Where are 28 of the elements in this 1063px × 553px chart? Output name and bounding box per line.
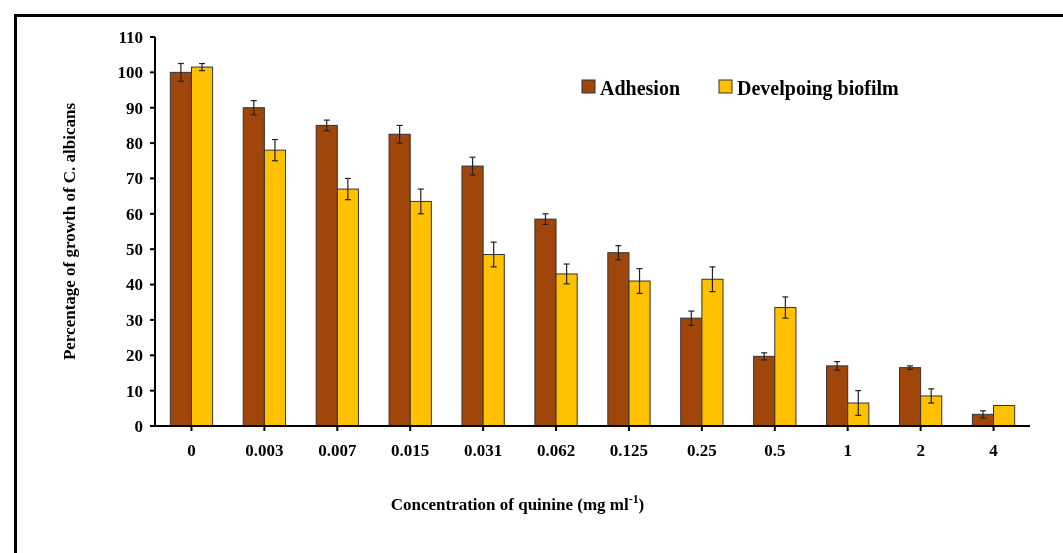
y-axis-title: Percentage of growth of C. albicans <box>60 102 79 361</box>
y-tick-label: 110 <box>118 27 143 47</box>
y-tick-label: 10 <box>126 381 143 401</box>
x-tick-label: 1 <box>843 441 852 460</box>
x-tick-label: 0.125 <box>609 441 649 460</box>
y-tick-label: 90 <box>126 98 143 118</box>
x-tick-label: 0.003 <box>245 441 284 460</box>
y-tick-label: 80 <box>126 134 143 154</box>
y-tick-label: 30 <box>126 310 143 330</box>
x-tick-label: 0.062 <box>536 441 576 460</box>
y-tick-label: 50 <box>126 240 143 260</box>
y-tick-label: 100 <box>117 63 143 83</box>
x-tick-label: 2 <box>916 441 925 460</box>
x-tick-label: 0.031 <box>464 441 503 460</box>
x-tick-label: 0 <box>187 441 196 460</box>
legend-label: Develpoing biofilm <box>737 77 900 100</box>
y-tick-label: 40 <box>126 275 143 295</box>
x-tick-label: 0.25 <box>687 441 717 460</box>
x-tick-label: 0.007 <box>318 441 357 460</box>
x-tick-label: 4 <box>989 441 999 460</box>
x-tick-label: 0.5 <box>764 441 786 460</box>
y-tick-label: 0 <box>134 416 143 436</box>
legend-label: Adhesion <box>600 77 681 99</box>
y-tick-label: 20 <box>126 346 143 366</box>
x-tick-label: 0.015 <box>391 441 430 460</box>
y-tick-label: 70 <box>126 169 143 189</box>
y-tick-label: 60 <box>126 204 143 224</box>
x-axis-title: Concentration of quinine (mg ml$^{-1}$) <box>390 492 645 514</box>
